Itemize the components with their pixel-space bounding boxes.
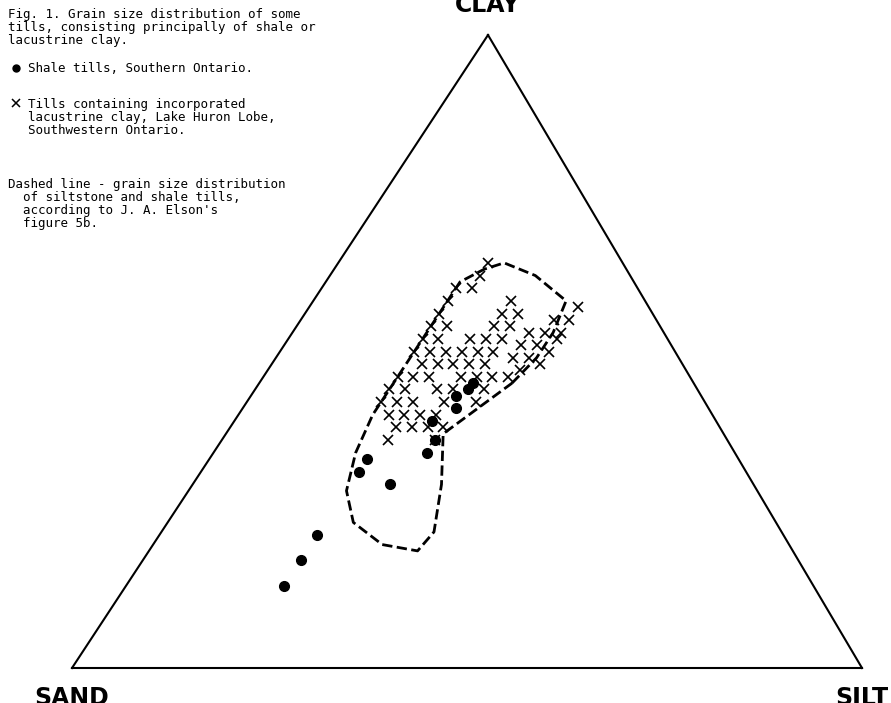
Text: Southwestern Ontario.: Southwestern Ontario.: [28, 124, 185, 137]
Text: Fig. 1. Grain size distribution of some: Fig. 1. Grain size distribution of some: [8, 8, 300, 21]
Text: tills, consisting principally of shale or: tills, consisting principally of shale o…: [8, 21, 315, 34]
Text: CLAY: CLAY: [455, 0, 520, 17]
Text: Shale tills, Southern Ontario.: Shale tills, Southern Ontario.: [28, 61, 253, 75]
Text: lacustrine clay.: lacustrine clay.: [8, 34, 128, 47]
Text: Dashed line - grain size distribution: Dashed line - grain size distribution: [8, 178, 285, 191]
Text: figure 5b.: figure 5b.: [8, 217, 98, 230]
Text: Tills containing incorporated: Tills containing incorporated: [28, 98, 246, 111]
Text: SAND: SAND: [35, 686, 110, 703]
Text: lacustrine clay, Lake Huron Lobe,: lacustrine clay, Lake Huron Lobe,: [28, 111, 275, 124]
Text: according to J. A. Elson's: according to J. A. Elson's: [8, 204, 218, 217]
Text: SILT: SILT: [836, 686, 888, 703]
Text: of siltstone and shale tills,: of siltstone and shale tills,: [8, 191, 241, 204]
